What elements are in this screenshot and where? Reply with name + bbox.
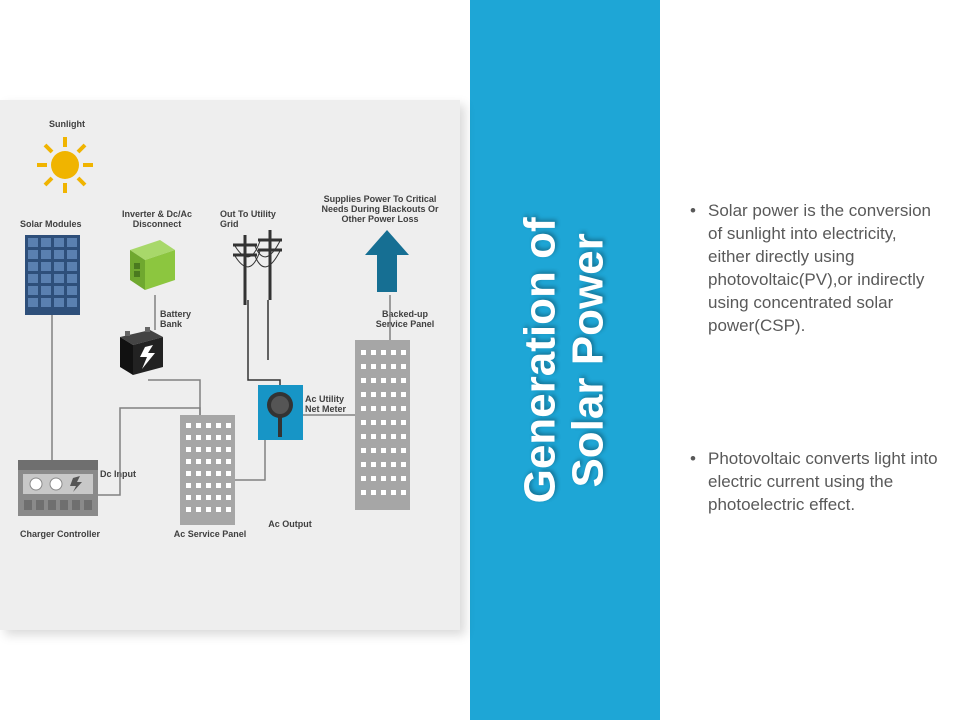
diagram-panel: Sunlight Solar Modules Inverter & Dc/Ac … bbox=[0, 100, 460, 630]
ac-service-building-icon bbox=[180, 415, 235, 525]
title-line1: Generation of bbox=[516, 217, 565, 503]
battery-icon bbox=[115, 325, 165, 380]
backup-building-icon bbox=[355, 340, 410, 510]
utility-grid-icon bbox=[225, 230, 295, 310]
up-arrow-icon bbox=[365, 230, 410, 295]
net-meter-icon bbox=[258, 385, 303, 440]
bullet-item: Solar power is the conversion of sunligh… bbox=[690, 200, 940, 338]
charger-controller-icon bbox=[18, 460, 98, 525]
bullet-item: Photovoltaic converts light into electri… bbox=[690, 448, 940, 517]
inverter-icon bbox=[120, 235, 180, 295]
title-line2: Solar Power bbox=[564, 233, 613, 487]
title-container: Generation of Solar Power bbox=[470, 0, 660, 720]
bullet-list: Solar power is the conversion of sunligh… bbox=[690, 200, 940, 626]
page-title: Generation of Solar Power bbox=[517, 217, 614, 503]
